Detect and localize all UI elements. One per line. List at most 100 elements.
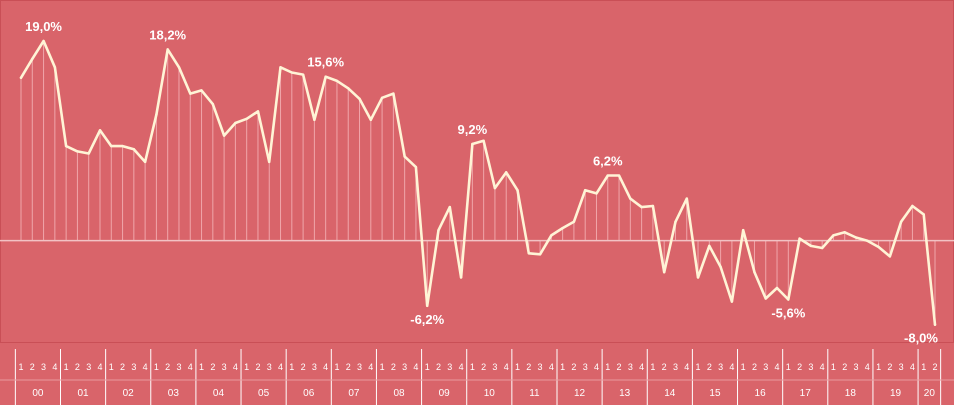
quarter-tick-label: 3 — [763, 362, 768, 372]
quarter-tick-label: 2 — [75, 362, 80, 372]
quarter-tick-label: 3 — [312, 362, 317, 372]
quarter-tick-label: 3 — [538, 362, 543, 372]
data-label: -5,6% — [771, 306, 805, 321]
quarter-tick-label: 4 — [188, 362, 193, 372]
quarter-tick-label: 2 — [707, 362, 712, 372]
data-point — [245, 117, 248, 120]
quarter-tick-label: 1 — [921, 362, 926, 372]
data-point — [696, 276, 700, 279]
quarter-tick-label: 3 — [447, 362, 452, 372]
data-point — [256, 110, 260, 113]
data-point — [76, 150, 79, 153]
data-label: 9,2% — [458, 122, 488, 137]
data-point — [820, 246, 824, 250]
data-point — [166, 48, 169, 51]
x-axis-area — [0, 343, 954, 405]
data-point — [392, 92, 395, 95]
quarter-tick-label: 2 — [30, 362, 35, 372]
data-point — [380, 96, 384, 99]
data-point — [31, 57, 34, 61]
year-tick-label: 17 — [800, 388, 812, 399]
data-point — [98, 129, 102, 132]
quarter-tick-label: 3 — [176, 362, 181, 372]
data-point — [674, 220, 677, 223]
quarter-tick-label: 3 — [718, 362, 723, 372]
year-tick-label: 06 — [303, 388, 315, 399]
quarter-tick-label: 3 — [267, 362, 272, 372]
data-point — [211, 102, 215, 106]
quarter-tick-label: 4 — [459, 362, 464, 372]
data-point — [922, 213, 925, 216]
data-point — [933, 323, 937, 326]
data-point — [550, 234, 553, 237]
quarter-tick-label: 2 — [797, 362, 802, 372]
quarter-tick-label: 1 — [64, 362, 69, 372]
data-point — [854, 236, 858, 239]
data-point — [335, 79, 339, 83]
quarter-tick-label: 4 — [775, 362, 780, 372]
data-point — [324, 75, 327, 78]
year-tick-label: 00 — [32, 388, 44, 399]
year-tick-label: 09 — [439, 388, 451, 399]
data-point — [347, 87, 350, 90]
year-tick-label: 14 — [664, 388, 676, 399]
quarter-tick-label: 1 — [109, 362, 114, 372]
data-point — [437, 228, 440, 232]
quarter-tick-label: 2 — [391, 362, 396, 372]
data-point — [730, 300, 734, 303]
data-point — [459, 276, 463, 279]
quarter-tick-label: 4 — [865, 362, 870, 372]
data-point — [606, 174, 609, 177]
year-tick-label: 15 — [709, 388, 721, 399]
year-tick-label: 11 — [529, 388, 540, 399]
quarter-tick-label: 4 — [549, 362, 554, 372]
data-point — [279, 66, 282, 69]
data-point — [708, 244, 711, 248]
data-point — [482, 139, 485, 143]
data-point — [595, 192, 598, 195]
quarter-tick-label: 3 — [583, 362, 588, 372]
quarter-tick-label: 1 — [696, 362, 701, 372]
quarter-tick-label: 2 — [165, 362, 170, 372]
quarter-tick-label: 4 — [504, 362, 509, 372]
quarter-tick-label: 1 — [425, 362, 430, 372]
data-point — [888, 255, 892, 258]
data-label: -8,0% — [904, 331, 938, 346]
series-line — [19, 39, 937, 326]
data-point — [121, 144, 124, 148]
data-point — [414, 165, 418, 169]
quarter-tick-label: 1 — [154, 362, 159, 372]
quarter-tick-label: 3 — [899, 362, 904, 372]
data-point — [189, 92, 192, 95]
data-point — [741, 228, 745, 232]
data-point — [640, 205, 643, 209]
quarter-tick-label: 3 — [673, 362, 678, 372]
data-point — [787, 298, 790, 301]
data-label: -6,2% — [410, 312, 444, 327]
data-point — [538, 253, 542, 256]
data-label: 6,2% — [593, 154, 623, 169]
quarter-tick-label: 3 — [854, 362, 859, 372]
data-point — [685, 197, 688, 200]
quarter-tick-label: 3 — [41, 362, 46, 372]
data-point — [426, 304, 429, 308]
quarter-tick-label: 2 — [932, 362, 937, 372]
data-point — [234, 121, 237, 125]
year-tick-label: 19 — [890, 388, 902, 399]
data-point — [493, 186, 497, 190]
quarter-tick-label: 1 — [786, 362, 791, 372]
data-point — [222, 134, 226, 137]
chart-area — [0, 0, 954, 343]
data-point — [155, 113, 158, 116]
quarter-tick-label: 4 — [820, 362, 825, 372]
year-tick-label: 01 — [77, 388, 89, 399]
quarter-tick-label: 4 — [52, 362, 57, 372]
data-label: 18,2% — [149, 27, 186, 42]
data-point — [268, 160, 271, 164]
data-point — [110, 144, 113, 148]
quarter-tick-label: 2 — [526, 362, 531, 372]
data-point — [572, 220, 576, 223]
quarter-tick-label: 4 — [910, 362, 915, 372]
year-tick-label: 05 — [258, 388, 270, 399]
year-tick-label: 18 — [845, 388, 857, 399]
